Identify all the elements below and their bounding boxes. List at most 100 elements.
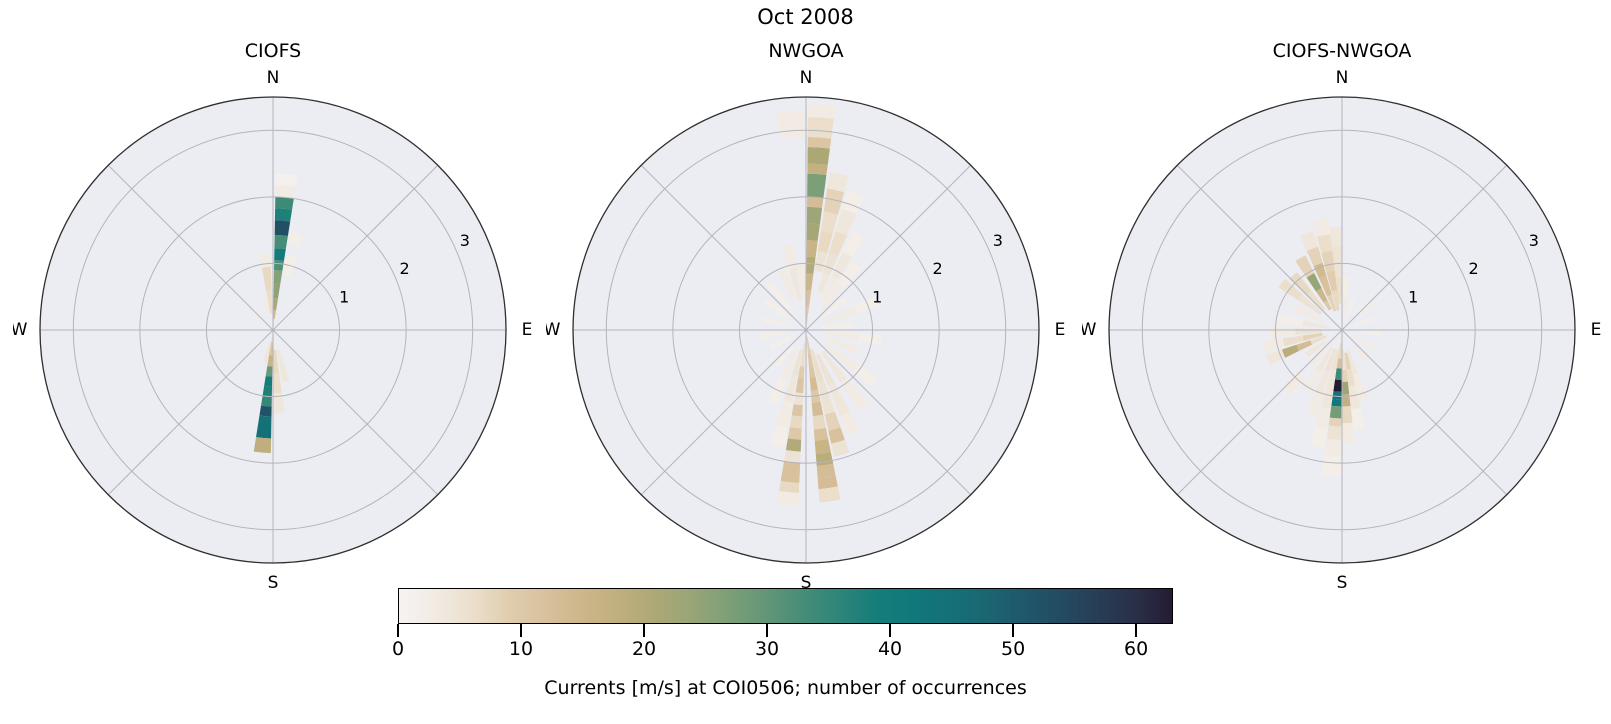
colorbar-gradient [398,588,1173,624]
rose-cell [798,366,805,378]
rose-cell [266,290,273,314]
rose-cell [1334,276,1342,304]
rose-cell [809,376,819,392]
colorbar-tick [1135,624,1137,637]
rose-cell [780,461,801,483]
rose-cell [835,208,857,236]
compass-label-s: S [801,573,812,590]
rose-cell [1315,288,1328,303]
compass-label-w: W [1082,320,1097,340]
colorbar-tick [520,624,522,637]
rose-cell [807,352,814,367]
subplot-title-ciofs-nwgoa: CIOFS-NWGOA [1272,40,1412,62]
rose-cell [813,427,829,441]
rose-cell [776,266,796,301]
compass-label-s: S [1337,573,1348,590]
grid-spoke [640,164,807,331]
rose-cell [782,244,797,270]
subplot-title-nwgoa: NWGOA [768,40,844,62]
rose-cell [264,376,273,387]
rose-cell [840,378,869,411]
rose-cell [1331,399,1342,407]
rose-cell [1351,407,1366,430]
rose-cell [853,296,879,314]
rose-cell [1326,270,1338,292]
rose-cell [822,321,853,330]
rose-cell [820,275,839,302]
rose-cell [817,380,835,415]
radial-tick-label: 3 [1529,231,1539,250]
rose-cell [763,316,791,328]
rose-cell [1296,340,1313,352]
rose-cell [843,230,866,258]
rose-cell [1315,346,1334,372]
grid-spoke [1176,164,1343,331]
rose-cell [1331,349,1340,370]
rose-cell [1317,234,1333,253]
rose-cell [1331,290,1340,311]
rose-cell [271,332,273,342]
rose-cell [810,390,821,403]
rose-cell [259,405,272,417]
rose-cell [1266,349,1286,366]
rose-cell [267,354,273,367]
colorbar-tick-label: 30 [754,638,780,660]
rose-cell [807,146,830,165]
rose-cell [1361,330,1382,337]
rose-cell [789,415,803,429]
rose-cell [818,486,841,503]
rose-cell [274,220,291,236]
compass-label-e: E [522,320,533,340]
rose-cell [1289,272,1312,296]
grid-spoke [1341,164,1508,331]
colorbar-label: Currents [m/s] at COI0506; number of occ… [544,677,1027,699]
grid-spoke [107,329,274,496]
rose-cell [783,374,798,402]
rose-cell [1341,406,1353,424]
rose-cell [773,344,795,368]
grid-spoke [640,329,807,496]
rose-cell [812,414,826,430]
rose-cell [262,297,271,318]
rose-cell [274,208,293,222]
polar-spine [572,96,1040,564]
radial-tick-label: 3 [460,231,470,250]
rose-cell [763,298,791,320]
grid-spoke [1341,329,1508,496]
rose-cell [1282,335,1304,347]
rose-cell [815,451,834,467]
rose-cell [1306,391,1324,417]
rose-cell [275,196,294,210]
rose-cell [1281,344,1299,358]
rose-cell [791,349,803,376]
rose-cell [1321,250,1335,273]
rose-cell [827,382,851,417]
figure-title: Oct 2008 [757,5,854,29]
rose-cell [1352,373,1368,402]
colorbar-tick-label: 60 [1124,638,1149,660]
rose-cell [769,335,795,351]
rose-cell [806,306,810,327]
rose-cell [806,256,816,274]
rose-cell [789,267,802,302]
rose-cell [275,173,298,187]
rose-cell [769,425,788,448]
rose-cell [823,253,838,276]
polar-plot-ciofs-nwgoa: CIOFS-NWGOA N E S W 1 2 3 [1082,0,1602,600]
rose-cell [806,273,814,291]
rose-cell [253,437,272,454]
colorbar-tick [1012,624,1014,637]
rose-cell [820,350,848,383]
radial-tick-label: 2 [399,259,409,278]
grid-spoke [107,164,274,331]
rose-cell [1336,358,1342,369]
rose-cell [273,310,277,319]
rose-cell [1313,262,1327,279]
rose-cell [807,173,827,198]
rose-cell [799,343,806,367]
compass-label-w: W [13,320,28,340]
rose-cell [795,377,804,394]
colorbar-tick-label: 40 [877,638,903,660]
rose-cell [808,365,816,378]
compass-label-n: N [267,70,280,88]
